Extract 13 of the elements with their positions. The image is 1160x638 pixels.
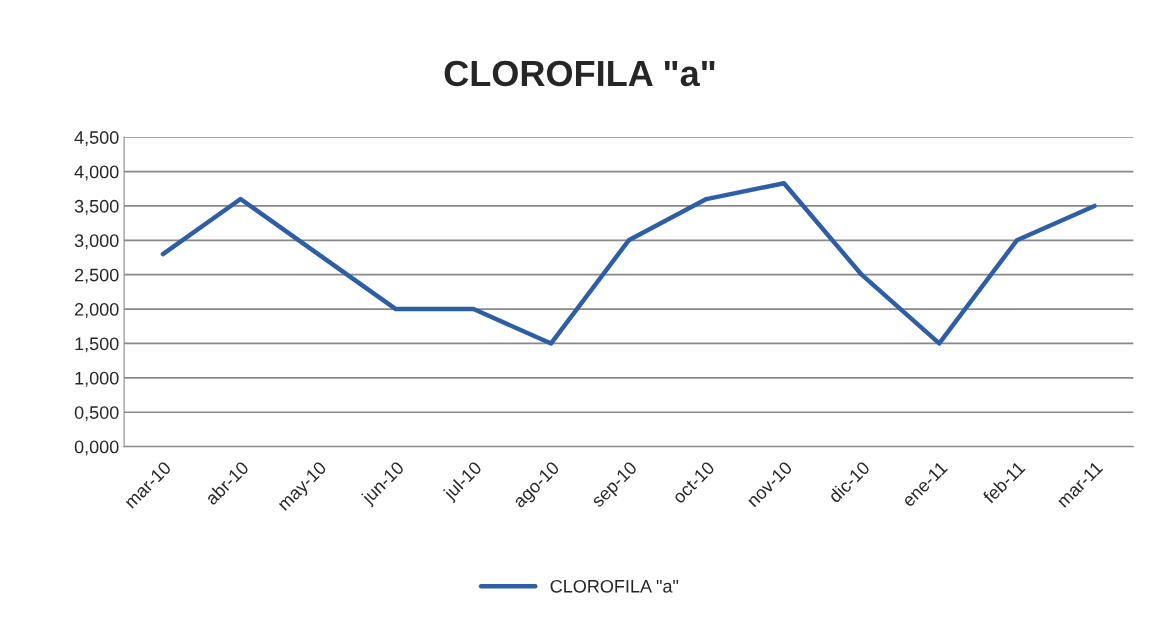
y-tick-label: 3,000 (74, 234, 119, 250)
y-tick-label: 1,500 (75, 337, 119, 353)
y-tick-label: 1,000 (75, 371, 119, 387)
y-tick-label: 2,500 (74, 268, 119, 284)
legend-label: CLOROFILA "a" (550, 579, 679, 593)
y-tick-label: 4,000 (74, 165, 119, 181)
chart-title: CLOROFILA "a" (444, 60, 715, 87)
y-tick-label: 0,000 (74, 440, 119, 456)
y-tick-label: 2,000 (74, 303, 119, 318)
line-series (160, 181, 1097, 346)
y-tick-label: 0,500 (74, 406, 119, 422)
y-tick-label: 3,500 (74, 199, 119, 215)
y-tick-label: 4,500 (74, 131, 119, 147)
